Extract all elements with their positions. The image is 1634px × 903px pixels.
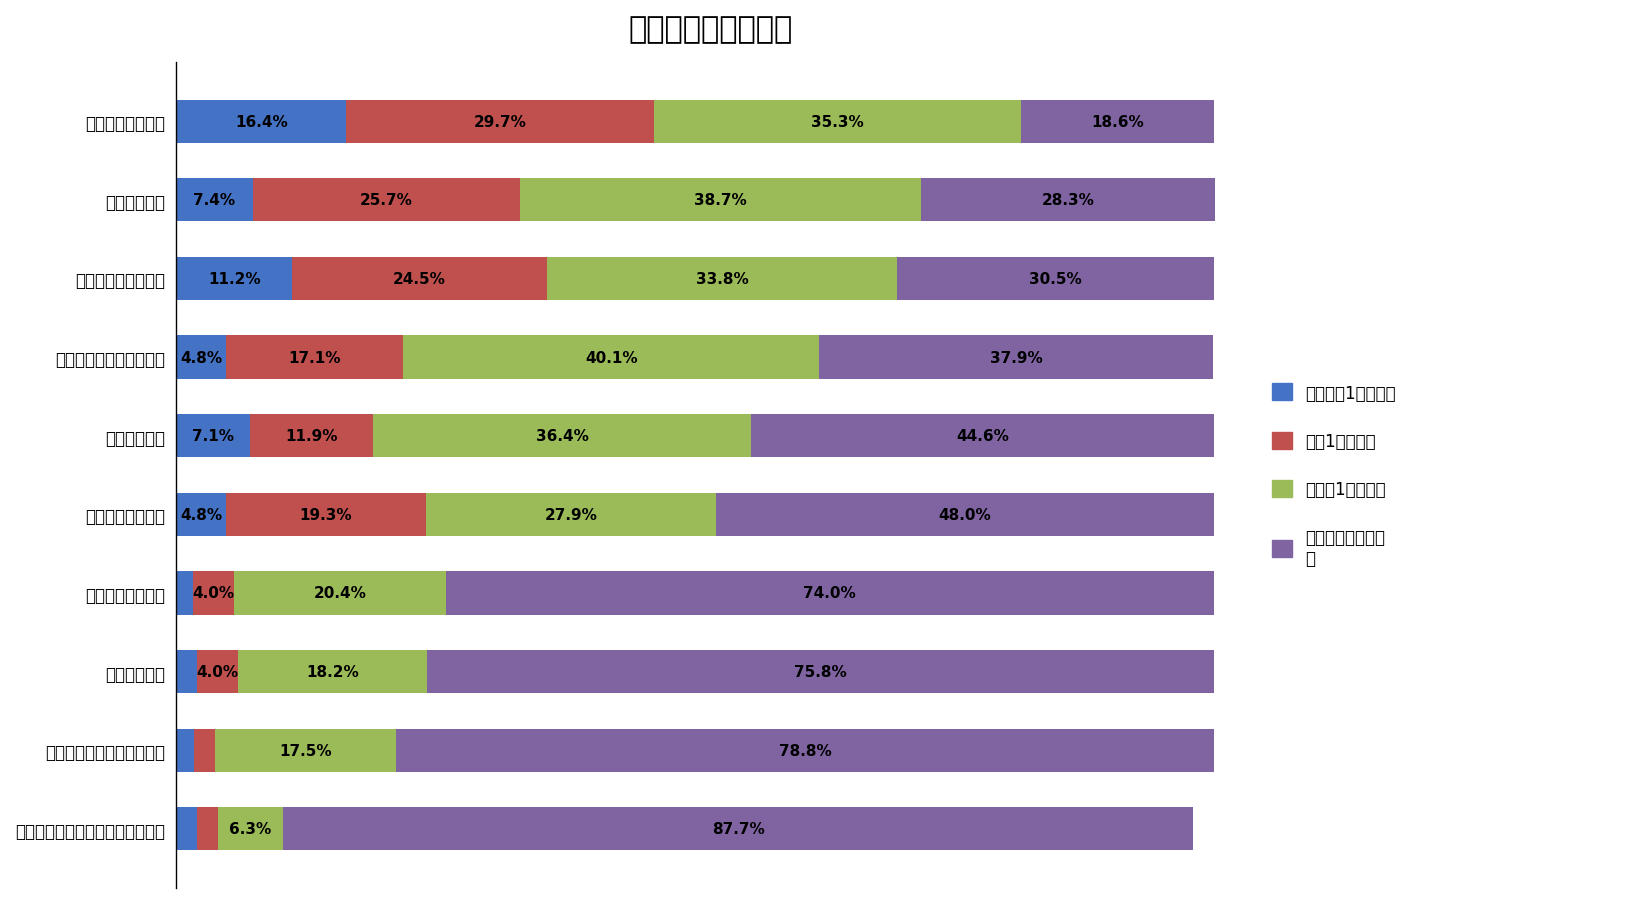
Bar — [176, 414, 250, 458]
Text: 38.7%: 38.7% — [694, 193, 747, 208]
Text: 18.6%: 18.6% — [1092, 115, 1144, 129]
Title: トラブルの発生頻度: トラブルの発生頻度 — [629, 15, 792, 44]
Text: 74.0%: 74.0% — [804, 586, 856, 600]
Bar — [176, 572, 193, 615]
Bar — [395, 729, 1214, 772]
Text: 19.3%: 19.3% — [299, 507, 353, 522]
Bar — [250, 414, 373, 458]
Bar — [253, 179, 520, 222]
Text: 28.3%: 28.3% — [1041, 193, 1095, 208]
Bar — [922, 179, 1214, 222]
Text: 18.2%: 18.2% — [307, 665, 359, 679]
Text: 33.8%: 33.8% — [696, 272, 748, 286]
Text: 4.8%: 4.8% — [180, 350, 222, 365]
Text: 40.1%: 40.1% — [585, 350, 637, 365]
Bar — [520, 179, 922, 222]
Text: 75.8%: 75.8% — [794, 665, 846, 679]
Bar — [426, 650, 1214, 694]
Text: 17.5%: 17.5% — [279, 743, 332, 758]
Bar — [655, 100, 1021, 144]
Bar — [176, 650, 196, 694]
Text: 30.5%: 30.5% — [1029, 272, 1082, 286]
Bar — [373, 414, 752, 458]
Text: 37.9%: 37.9% — [990, 350, 1042, 365]
Legend: 数ヶ月に1回くらい, 年に1回くらい, 数年に1回くらい, 発生したことはな
い: 数ヶ月に1回くらい, 年に1回くらい, 数年に1回くらい, 発生したことはな い — [1265, 376, 1405, 575]
Text: 29.7%: 29.7% — [474, 115, 526, 129]
Bar — [176, 257, 292, 301]
Text: 25.7%: 25.7% — [359, 193, 413, 208]
Text: 11.9%: 11.9% — [286, 429, 338, 443]
Bar — [176, 729, 194, 772]
Text: 27.9%: 27.9% — [544, 507, 598, 522]
Bar — [446, 572, 1214, 615]
Bar — [716, 493, 1214, 536]
Text: 24.5%: 24.5% — [394, 272, 446, 286]
Bar — [426, 493, 716, 536]
Bar — [283, 807, 1193, 851]
Text: 16.4%: 16.4% — [235, 115, 288, 129]
Text: 36.4%: 36.4% — [536, 429, 588, 443]
Text: 78.8%: 78.8% — [778, 743, 832, 758]
Bar — [225, 493, 426, 536]
Bar — [176, 100, 346, 144]
Bar — [234, 572, 446, 615]
Bar — [176, 493, 225, 536]
Bar — [176, 179, 253, 222]
Bar — [217, 807, 283, 851]
Text: 4.0%: 4.0% — [196, 665, 239, 679]
Bar — [404, 336, 820, 379]
Bar — [292, 257, 547, 301]
Text: 4.8%: 4.8% — [180, 507, 222, 522]
Bar — [176, 807, 196, 851]
Bar — [196, 807, 217, 851]
Bar — [752, 414, 1214, 458]
Bar — [547, 257, 897, 301]
Bar — [214, 729, 395, 772]
Text: 20.4%: 20.4% — [314, 586, 366, 600]
Text: 11.2%: 11.2% — [208, 272, 260, 286]
Text: 7.4%: 7.4% — [193, 193, 235, 208]
Bar — [194, 729, 214, 772]
Bar — [193, 572, 234, 615]
Bar — [1021, 100, 1214, 144]
Bar — [176, 336, 225, 379]
Bar — [897, 257, 1214, 301]
Bar — [820, 336, 1212, 379]
Text: 48.0%: 48.0% — [938, 507, 992, 522]
Text: 4.0%: 4.0% — [193, 586, 235, 600]
Bar — [346, 100, 655, 144]
Bar — [196, 650, 239, 694]
Text: 44.6%: 44.6% — [956, 429, 1008, 443]
Text: 6.3%: 6.3% — [229, 822, 271, 836]
Text: 7.1%: 7.1% — [191, 429, 234, 443]
Text: 35.3%: 35.3% — [810, 115, 864, 129]
Bar — [239, 650, 426, 694]
Text: 17.1%: 17.1% — [288, 350, 342, 365]
Text: 87.7%: 87.7% — [712, 822, 765, 836]
Bar — [225, 336, 404, 379]
